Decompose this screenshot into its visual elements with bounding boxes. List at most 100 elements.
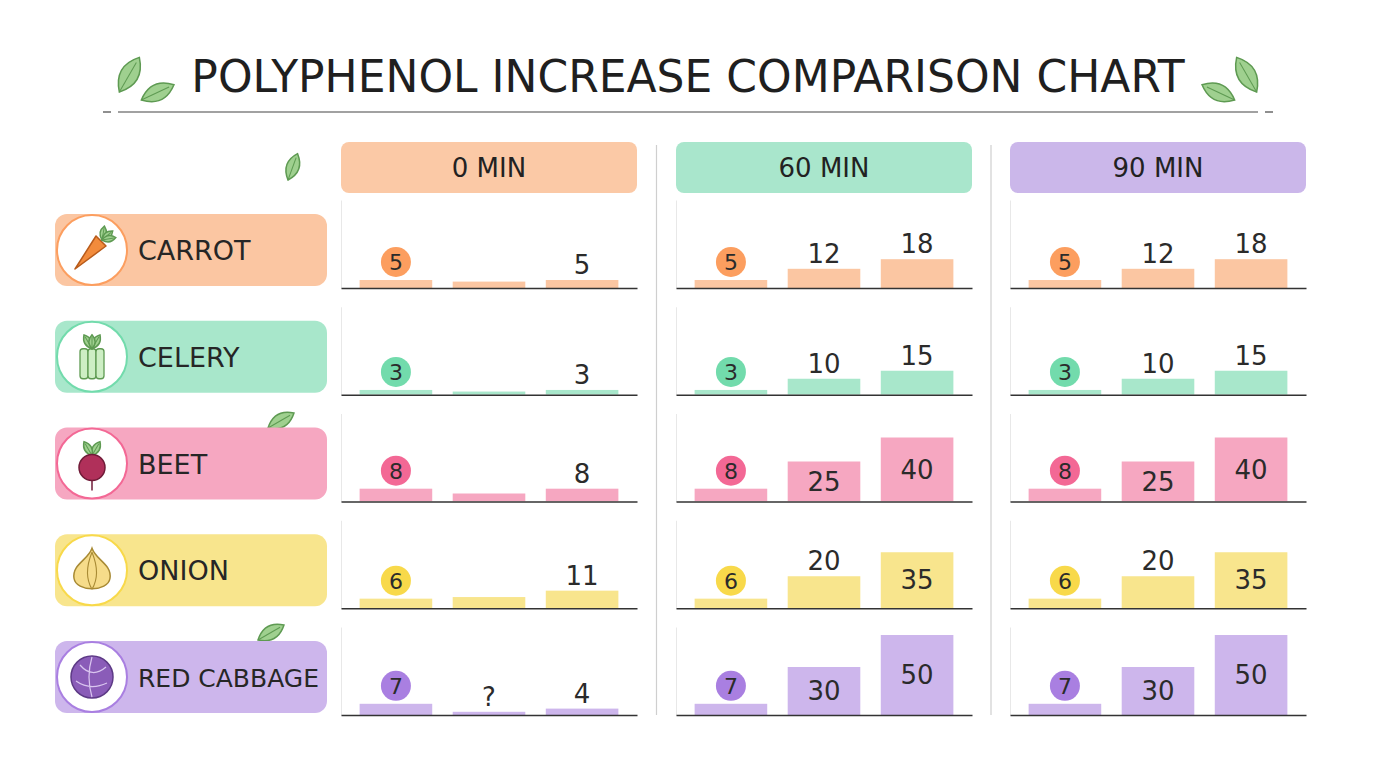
y-axis <box>1010 628 1011 716</box>
x-axis <box>677 608 973 609</box>
data-label: 40 <box>1235 455 1268 485</box>
leaf-decoration <box>81 333 95 350</box>
baseline <box>1011 715 1307 716</box>
bar <box>788 462 861 502</box>
baseline <box>1011 288 1307 289</box>
bar <box>453 392 526 395</box>
panel: 0 MIN5533886117?4 <box>341 142 638 716</box>
baseline <box>342 395 638 396</box>
x-axis <box>1011 502 1307 503</box>
data-labels: 611 <box>381 561 599 596</box>
y-axis-line <box>1010 201 1011 289</box>
label-badge <box>381 566 411 596</box>
title-rule <box>118 111 1258 112</box>
cell: 33 <box>342 307 638 395</box>
row-pill <box>55 321 327 393</box>
leaf-decoration <box>112 53 148 97</box>
data-label: 5 <box>389 250 403 275</box>
bar <box>1122 667 1195 715</box>
cell: 73050 <box>1011 628 1307 716</box>
beet-root <box>91 481 93 491</box>
panel-header <box>676 142 972 193</box>
x-axis <box>1011 608 1307 609</box>
leaf-vein <box>1207 87 1235 100</box>
row-label: BEET <box>138 449 208 480</box>
label-badge <box>1050 247 1080 277</box>
bar <box>360 704 433 715</box>
onion-line <box>88 552 97 589</box>
data-label: 3 <box>1058 360 1072 385</box>
cell: 51218 <box>1011 201 1307 289</box>
baseline <box>677 715 973 716</box>
bar <box>1029 390 1102 395</box>
data-label: 25 <box>807 467 840 497</box>
bar <box>546 390 619 395</box>
panel-header <box>341 142 637 193</box>
leaf-decoration <box>89 333 103 350</box>
celery-icon <box>88 349 96 379</box>
bar <box>1122 379 1195 395</box>
y-axis-line <box>1010 521 1011 609</box>
bar <box>546 280 619 288</box>
data-labels: 73050 <box>1050 660 1268 706</box>
bar <box>360 280 433 288</box>
baseline <box>1011 501 1307 502</box>
y-axis-line <box>341 628 342 716</box>
data-label: ? <box>482 682 496 712</box>
row-labels: CARROTCELERYBEETONIONRED CABBAGE <box>55 214 327 713</box>
bar <box>453 712 526 715</box>
bar <box>695 280 768 288</box>
bar <box>546 591 619 609</box>
data-label: 7 <box>389 674 403 699</box>
y-axis <box>676 414 677 502</box>
data-label: 20 <box>1141 546 1174 576</box>
data-label: 35 <box>901 565 934 595</box>
baseline <box>677 395 973 396</box>
data-label: 10 <box>807 349 840 379</box>
label-badge <box>381 247 411 277</box>
baseline <box>677 288 973 289</box>
label-badge <box>716 456 746 486</box>
x-axis <box>342 715 638 716</box>
bar <box>546 489 619 502</box>
bar <box>695 390 768 395</box>
baseline <box>677 608 973 609</box>
carrot-icon <box>75 236 106 269</box>
y-axis <box>341 628 342 716</box>
row-pill <box>55 641 327 713</box>
y-axis-line <box>1010 307 1011 395</box>
data-label: 8 <box>724 459 738 484</box>
data-labels: 62035 <box>1050 546 1268 595</box>
label-badge <box>716 357 746 387</box>
bar <box>1029 704 1102 715</box>
data-label: 50 <box>1235 660 1268 690</box>
data-labels: 31015 <box>716 341 934 387</box>
bar <box>360 489 433 502</box>
row-label: ONION <box>138 555 229 586</box>
cell: 73050 <box>677 628 973 716</box>
cabbage-icon <box>71 656 113 698</box>
x-axis <box>1011 288 1307 289</box>
label-badge <box>381 671 411 701</box>
panel-title: 60 MIN <box>779 153 870 183</box>
bars <box>360 390 619 395</box>
beet-icon <box>79 455 105 481</box>
cell: 82540 <box>1011 414 1307 502</box>
y-axis <box>676 307 677 395</box>
bar <box>788 576 861 608</box>
label-badge <box>716 247 746 277</box>
bar <box>788 379 861 395</box>
bar <box>1029 599 1102 609</box>
chart-title: POLYPHENOL INCREASE COMPARISON CHART <box>191 51 1184 102</box>
leaf-vein <box>268 415 290 428</box>
data-label: 30 <box>807 676 840 706</box>
panel-title: 90 MIN <box>1113 153 1204 183</box>
label-badge <box>716 566 746 596</box>
label-badge <box>1050 456 1080 486</box>
label-badge <box>1050 357 1080 387</box>
bar <box>1029 280 1102 288</box>
data-label: 8 <box>574 459 591 489</box>
x-axis <box>342 395 638 396</box>
y-axis-line <box>341 201 342 289</box>
title-rule-end <box>103 111 111 112</box>
